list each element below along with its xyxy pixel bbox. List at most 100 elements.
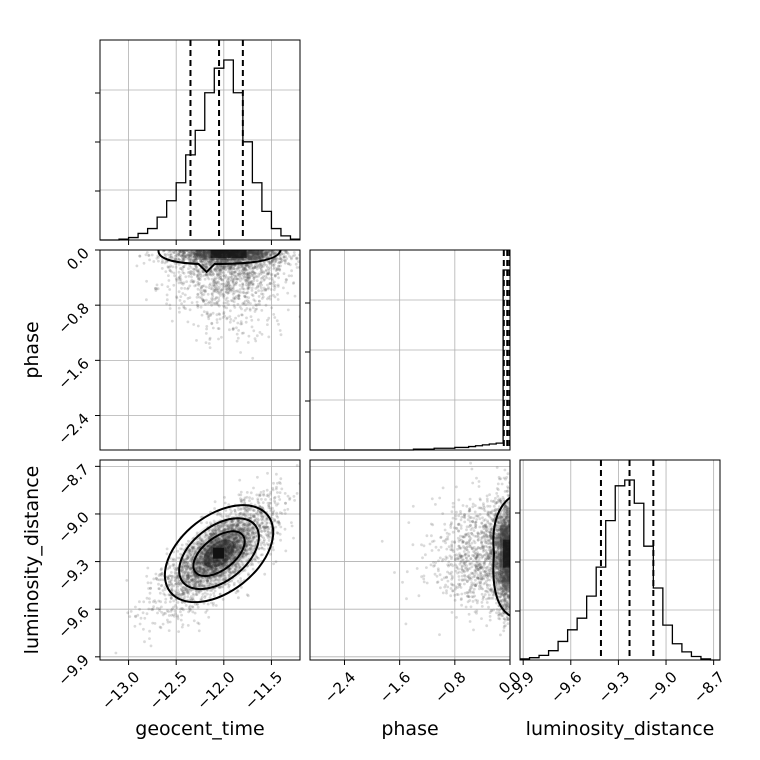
scatter-point <box>211 281 215 284</box>
scatter-point <box>221 259 225 263</box>
scatter-point <box>167 274 170 277</box>
scatter-point <box>264 287 268 291</box>
scatter-point <box>143 640 146 644</box>
scatter-point <box>196 292 200 296</box>
scatter-point <box>224 257 228 261</box>
scatter-point <box>270 260 274 264</box>
scatter-point <box>272 280 276 284</box>
scatter-point <box>205 251 209 255</box>
scatter-point <box>250 257 254 261</box>
scatter-point <box>268 253 272 256</box>
scatter-point <box>244 278 248 282</box>
scatter-point <box>209 263 213 267</box>
scatter-point <box>263 519 267 523</box>
scatter-point <box>212 268 216 272</box>
scatter-point <box>168 307 172 310</box>
scatter-point <box>190 275 193 279</box>
scatter-point <box>223 258 227 262</box>
scatter-point <box>239 577 243 580</box>
scatter-point <box>247 258 251 261</box>
scatter-point <box>213 267 216 271</box>
scatter-point <box>260 254 264 258</box>
scatter-point <box>182 251 186 255</box>
scatter-point <box>193 264 197 267</box>
scatter-point <box>247 266 251 269</box>
scatter-point <box>292 251 296 254</box>
scatter-point <box>211 258 215 262</box>
scatter-point <box>166 253 170 256</box>
scatter-point <box>273 284 277 287</box>
scatter-point <box>234 258 238 262</box>
scatter-point <box>189 257 193 261</box>
scatter-point <box>207 342 211 345</box>
scatter-point <box>242 287 246 291</box>
scatter-point <box>262 490 266 493</box>
scatter-point <box>190 255 194 259</box>
scatter-point <box>205 254 209 258</box>
scatter-point <box>267 316 271 320</box>
scatter-point <box>203 254 207 257</box>
scatter-point <box>199 254 202 258</box>
scatter-point <box>194 257 198 260</box>
scatter-point <box>253 254 257 257</box>
scatter-point <box>267 495 271 498</box>
scatter-point <box>247 265 251 268</box>
scatter-point <box>211 258 215 261</box>
scatter-point <box>235 295 238 298</box>
scatter-point <box>196 280 200 284</box>
scatter-point <box>231 299 234 303</box>
scatter-point <box>138 622 142 626</box>
scatter-point <box>176 549 180 553</box>
histogram-step-phase <box>310 269 510 451</box>
scatter-point <box>270 250 274 254</box>
scatter-point <box>260 332 264 336</box>
scatter-point <box>264 303 268 307</box>
scatter-point <box>198 251 202 254</box>
scatter-point <box>275 472 278 476</box>
scatter-point <box>196 253 199 257</box>
scatter-point <box>201 255 205 258</box>
scatter-point <box>200 254 204 258</box>
scatter-point <box>247 271 250 275</box>
scatter-point <box>264 274 268 278</box>
scatter-point <box>189 253 193 257</box>
scatter-point <box>246 250 249 254</box>
scatter-point <box>220 278 224 282</box>
scatter-point <box>245 263 248 267</box>
scatter-point <box>256 250 259 254</box>
scatter-point <box>254 251 257 255</box>
scatter-point <box>177 257 181 261</box>
scatter-point <box>266 287 270 291</box>
scatter-point <box>237 293 241 297</box>
scatter-point <box>198 250 202 253</box>
scatter-point <box>277 521 281 524</box>
scatter-point <box>252 256 256 259</box>
scatter-point <box>251 254 255 258</box>
scatter-point <box>242 268 246 271</box>
scatter-point <box>242 301 246 304</box>
scatter-point <box>180 254 183 258</box>
scatter-point <box>248 256 252 259</box>
scatter-point <box>252 276 256 280</box>
scatter-point <box>192 251 196 254</box>
scatter-point <box>164 597 168 601</box>
scatter-point <box>196 251 200 255</box>
scatter-point <box>261 252 265 255</box>
scatter-point <box>204 341 208 344</box>
scatter-point <box>236 272 240 276</box>
scatter-point <box>260 297 264 300</box>
scatter-point <box>293 294 297 298</box>
scatter-point <box>259 251 263 254</box>
scatter-point <box>230 299 233 302</box>
scatter-point <box>229 265 233 268</box>
scatter-point <box>290 257 293 261</box>
scatter-point <box>261 252 264 256</box>
scatter-point <box>229 318 233 321</box>
scatter-point <box>187 255 191 259</box>
scatter-point <box>239 269 242 273</box>
scatter-point <box>206 261 210 264</box>
scatter-point <box>195 300 199 304</box>
scatter-point <box>265 488 269 492</box>
scatter-point <box>186 250 190 253</box>
scatter-point <box>251 282 255 286</box>
